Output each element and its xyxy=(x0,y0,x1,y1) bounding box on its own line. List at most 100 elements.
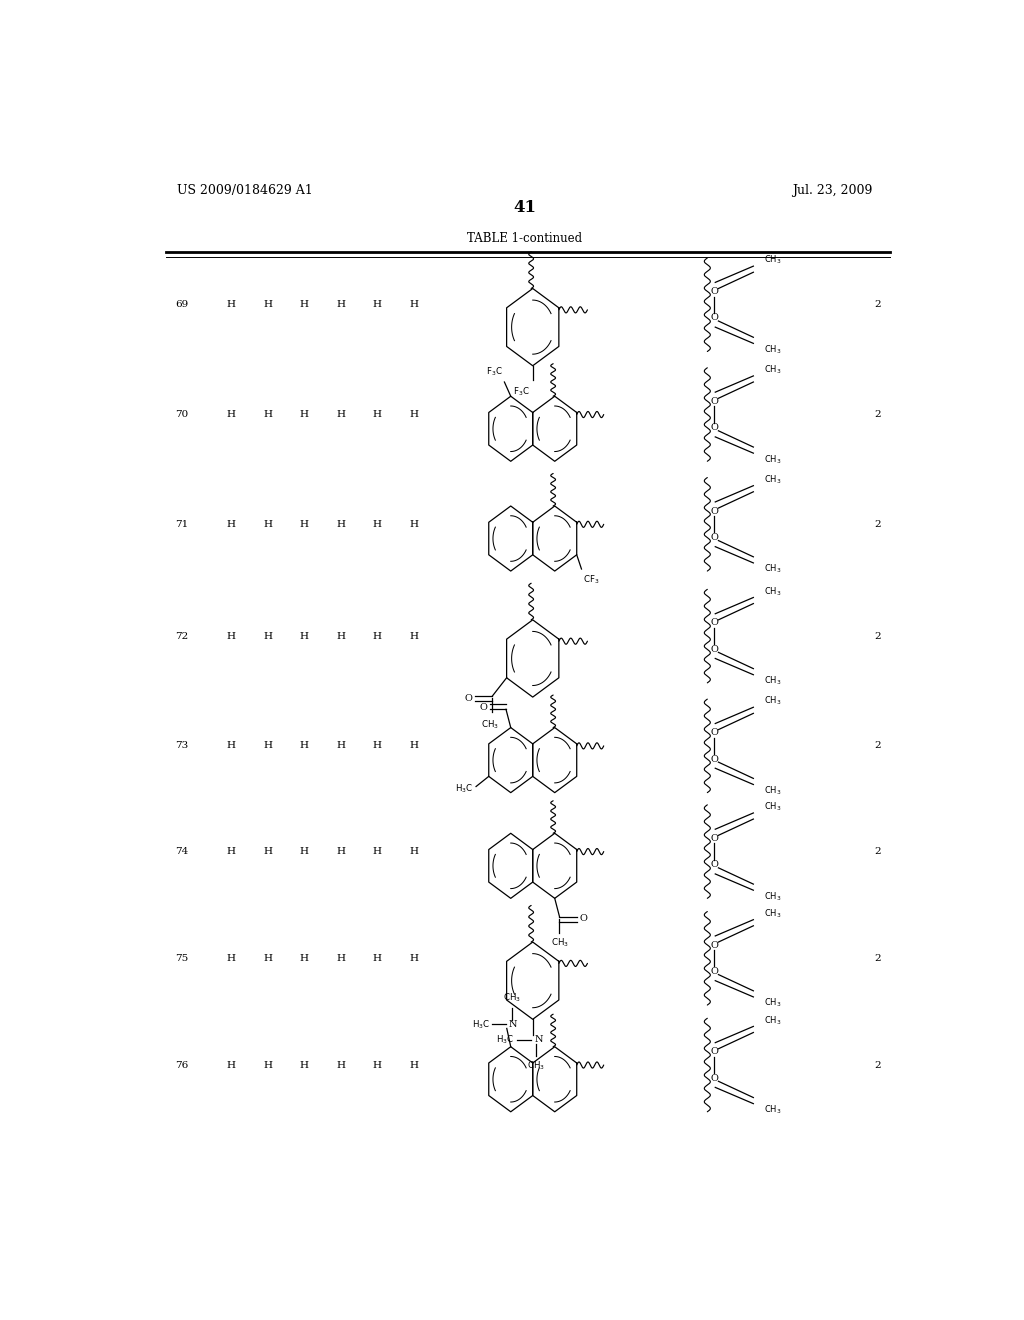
Text: O: O xyxy=(711,941,719,949)
Text: H: H xyxy=(226,411,236,418)
Text: CH$_3$: CH$_3$ xyxy=(765,997,782,1010)
Text: CH$_3$: CH$_3$ xyxy=(765,585,782,598)
Text: CH$_3$: CH$_3$ xyxy=(765,253,782,267)
Text: H: H xyxy=(300,847,308,857)
Text: H: H xyxy=(336,520,345,529)
Text: 2: 2 xyxy=(874,742,882,750)
Text: H: H xyxy=(226,300,236,309)
Text: TABLE 1-continued: TABLE 1-continued xyxy=(467,232,583,246)
Text: H$_3$C: H$_3$C xyxy=(472,1018,490,1031)
Text: 2: 2 xyxy=(874,520,882,529)
Text: 2: 2 xyxy=(874,631,882,640)
Text: O: O xyxy=(711,861,719,870)
Text: H: H xyxy=(410,1060,418,1069)
Text: 73: 73 xyxy=(175,742,188,750)
Text: N: N xyxy=(535,1035,543,1044)
Text: CH$_3$: CH$_3$ xyxy=(765,453,782,466)
Text: CH$_3$: CH$_3$ xyxy=(765,801,782,813)
Text: H: H xyxy=(263,411,272,418)
Text: O: O xyxy=(711,834,719,843)
Text: H: H xyxy=(263,1060,272,1069)
Text: H: H xyxy=(373,1060,382,1069)
Text: O: O xyxy=(711,533,719,543)
Text: CH$_3$: CH$_3$ xyxy=(765,890,782,903)
Text: H: H xyxy=(300,742,308,750)
Text: H$_3$C: H$_3$C xyxy=(497,1034,514,1045)
Text: H: H xyxy=(263,742,272,750)
Text: 76: 76 xyxy=(175,1060,188,1069)
Text: O: O xyxy=(711,397,719,405)
Text: H: H xyxy=(226,742,236,750)
Text: O: O xyxy=(711,1047,719,1056)
Text: 2: 2 xyxy=(874,1060,882,1069)
Text: O: O xyxy=(711,729,719,737)
Text: CF$_3$: CF$_3$ xyxy=(583,573,599,586)
Text: O: O xyxy=(711,1073,719,1082)
Text: H: H xyxy=(226,1060,236,1069)
Text: H: H xyxy=(300,631,308,640)
Text: F$_3$C: F$_3$C xyxy=(486,366,503,378)
Text: H: H xyxy=(336,631,345,640)
Text: 41: 41 xyxy=(513,199,537,215)
Text: 72: 72 xyxy=(175,631,188,640)
Text: O: O xyxy=(480,702,487,711)
Text: H: H xyxy=(410,300,418,309)
Text: CH$_3$: CH$_3$ xyxy=(765,784,782,797)
Text: O: O xyxy=(711,755,719,763)
Text: H: H xyxy=(336,954,345,962)
Text: H: H xyxy=(300,520,308,529)
Text: 74: 74 xyxy=(175,847,188,857)
Text: 2: 2 xyxy=(874,300,882,309)
Text: H: H xyxy=(300,954,308,962)
Text: H: H xyxy=(336,411,345,418)
Text: H: H xyxy=(410,411,418,418)
Text: F$_3$C: F$_3$C xyxy=(513,385,529,397)
Text: CH$_3$: CH$_3$ xyxy=(765,694,782,708)
Text: CH$_3$: CH$_3$ xyxy=(765,363,782,376)
Text: H: H xyxy=(226,954,236,962)
Text: H: H xyxy=(263,300,272,309)
Text: O: O xyxy=(580,915,587,923)
Text: H: H xyxy=(373,742,382,750)
Text: H$_3$C: H$_3$C xyxy=(456,783,474,795)
Text: CH$_3$: CH$_3$ xyxy=(765,675,782,688)
Text: Jul. 23, 2009: Jul. 23, 2009 xyxy=(792,185,872,198)
Text: H: H xyxy=(410,954,418,962)
Text: CH$_3$: CH$_3$ xyxy=(765,343,782,355)
Text: 2: 2 xyxy=(874,411,882,418)
Text: N: N xyxy=(508,1020,517,1028)
Text: H: H xyxy=(373,847,382,857)
Text: H: H xyxy=(263,847,272,857)
Text: H: H xyxy=(300,411,308,418)
Text: CH$_3$: CH$_3$ xyxy=(765,1104,782,1115)
Text: H: H xyxy=(336,1060,345,1069)
Text: O: O xyxy=(465,693,472,702)
Text: H: H xyxy=(300,1060,308,1069)
Text: H: H xyxy=(373,520,382,529)
Text: H: H xyxy=(263,631,272,640)
Text: H: H xyxy=(410,742,418,750)
Text: 2: 2 xyxy=(874,954,882,962)
Text: 2: 2 xyxy=(874,847,882,857)
Text: O: O xyxy=(711,424,719,432)
Text: H: H xyxy=(410,847,418,857)
Text: H: H xyxy=(226,631,236,640)
Text: H: H xyxy=(373,300,382,309)
Text: H: H xyxy=(226,847,236,857)
Text: H: H xyxy=(373,954,382,962)
Text: H: H xyxy=(373,631,382,640)
Text: CH$_3$: CH$_3$ xyxy=(503,991,520,1005)
Text: O: O xyxy=(711,618,719,627)
Text: O: O xyxy=(711,313,719,322)
Text: 75: 75 xyxy=(175,954,188,962)
Text: H: H xyxy=(263,520,272,529)
Text: O: O xyxy=(711,645,719,653)
Text: H: H xyxy=(410,520,418,529)
Text: CH$_3$: CH$_3$ xyxy=(481,718,499,731)
Text: H: H xyxy=(226,520,236,529)
Text: US 2009/0184629 A1: US 2009/0184629 A1 xyxy=(177,185,313,198)
Text: O: O xyxy=(711,286,719,296)
Text: CH$_3$: CH$_3$ xyxy=(527,1060,545,1072)
Text: H: H xyxy=(336,847,345,857)
Text: H: H xyxy=(410,631,418,640)
